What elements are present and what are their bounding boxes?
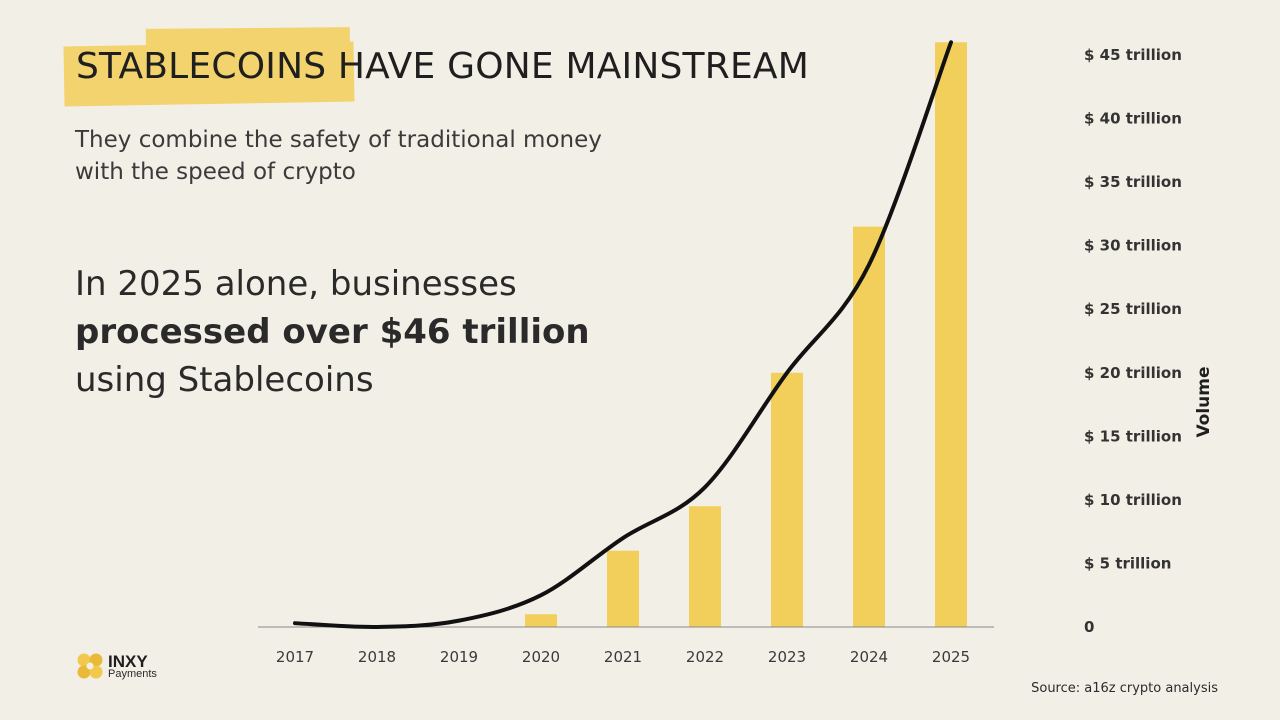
y-tick-40: $ 40 trillion [1084,110,1182,128]
x-tick-2021: 2021 [604,648,642,666]
x-tick-2023: 2023 [768,648,806,666]
x-tick-2017: 2017 [276,648,314,666]
y-axis-label: Volume [1194,366,1214,438]
bar-2023 [771,372,803,627]
bar-2024 [853,226,885,627]
source-note: Source: a16z crypto analysis [1031,681,1218,696]
y-tick-0: 0 [1084,618,1094,636]
y-tick-35: $ 35 trillion [1084,173,1182,191]
x-tick-2018: 2018 [358,648,396,666]
headline-line-1: In 2025 alone, businesses [75,264,517,304]
y-tick-30: $ 30 trillion [1084,237,1182,255]
x-tick-2020: 2020 [522,648,560,666]
title-block: STABLECOINS HAVE GONE MAINSTREAM [63,27,809,107]
subtitle-line-1: They combine the safety of traditional m… [75,127,602,153]
bar-2020 [525,614,557,627]
page-title: STABLECOINS HAVE GONE MAINSTREAM [76,46,809,87]
y-tick-10: $ 10 trillion [1084,491,1182,509]
x-tick-2024: 2024 [850,648,888,666]
trend-line [293,40,953,630]
bar-2022 [689,506,721,627]
headline-line-3: using Stablecoins [75,360,374,400]
y-tick-5: $ 5 trillion [1084,554,1171,572]
x-tick-2022: 2022 [686,648,724,666]
x-tick-2025: 2025 [932,648,970,666]
subtitle: They combine the safety of traditional m… [75,124,695,188]
inxy-logo-icon [77,653,103,679]
logo-name: INXY [108,652,148,671]
subtitle-line-2: with the speed of crypto [75,159,356,185]
logo-subtitle: Payments [108,668,157,680]
y-tick-15: $ 15 trillion [1084,427,1182,445]
y-tick-25: $ 25 trillion [1084,300,1182,318]
x-tick-2019: 2019 [440,648,478,666]
inxy-logo: INXY Payments [74,650,184,686]
headline-line-2-bold: processed over $46 trillion [75,312,590,352]
y-tick-45: $ 45 trillion [1084,46,1182,64]
headline: In 2025 alone, businesses processed over… [75,260,715,404]
bar-2025 [935,42,967,628]
bar-2021 [607,550,639,627]
y-tick-20: $ 20 trillion [1084,364,1182,382]
